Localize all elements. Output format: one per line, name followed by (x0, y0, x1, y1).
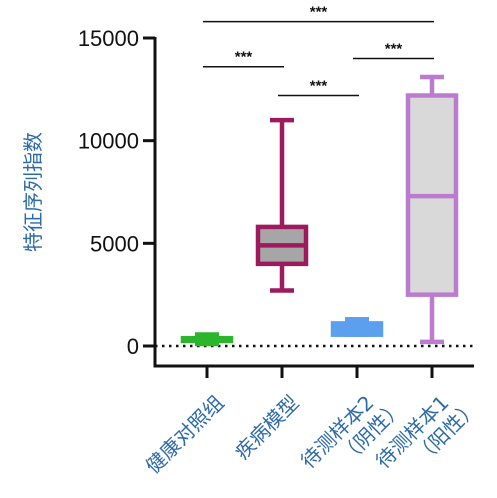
y-axis-title: 特征序列指数 (21, 132, 45, 252)
category-label: 疾病模型 (230, 391, 304, 465)
category-label: 待测样本2（阴性） (296, 378, 408, 490)
category-label-line: 疾病模型 (230, 391, 304, 465)
y-tick-label: 10000 (78, 129, 139, 154)
significance-label: *** (310, 77, 328, 94)
category-label-line: 健康对照组 (141, 391, 229, 479)
category-label: 健康对照组 (141, 391, 229, 479)
significance-label: *** (235, 49, 253, 66)
category-label: 待测样本1（阳性） (371, 378, 483, 490)
significance-label: *** (310, 4, 328, 21)
box-group (180, 332, 234, 347)
box-group (255, 117, 309, 293)
y-tick-label: 15000 (78, 26, 139, 51)
significance-label: *** (385, 41, 403, 58)
y-tick-label: 0 (127, 334, 139, 359)
box-group (405, 74, 459, 345)
y-tick-label: 5000 (90, 231, 139, 256)
box-group (330, 317, 384, 337)
